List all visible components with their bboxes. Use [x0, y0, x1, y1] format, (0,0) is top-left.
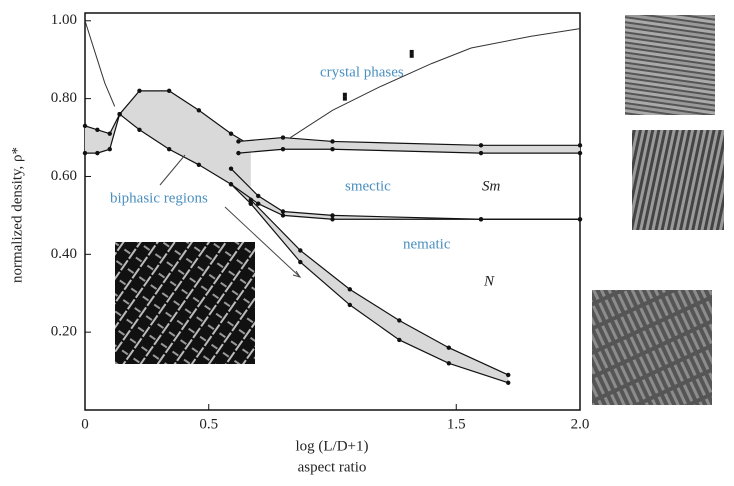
- x-tick-label: 0.5: [199, 416, 218, 432]
- arrows: [159, 154, 302, 278]
- data-point: [577, 217, 583, 222]
- data-point: [95, 150, 100, 156]
- y-tick-label: 1.00: [51, 12, 77, 28]
- y-tick-label: 0.40: [51, 246, 77, 262]
- x-tick-label: 2.0: [571, 416, 590, 432]
- data-point: [196, 162, 202, 167]
- data-point: [236, 139, 241, 144]
- data-point: [228, 166, 234, 171]
- annotation: biphasic regions: [110, 190, 208, 206]
- data-point: [256, 193, 261, 199]
- data-point: [82, 123, 88, 129]
- x-tick-label: 0: [81, 416, 89, 432]
- band-lower: [85, 114, 121, 154]
- data-point: [117, 111, 122, 117]
- annotation: crystal phases: [320, 64, 404, 80]
- data-point: [82, 150, 88, 156]
- annotation: Sm: [482, 178, 501, 194]
- boundary-line: [84, 20, 116, 107]
- crystal-point: [409, 53, 414, 58]
- data-point: [298, 248, 303, 253]
- data-point: [280, 209, 286, 214]
- data-point: [330, 217, 335, 222]
- x-axis-label: aspect ratio: [298, 459, 367, 475]
- x-axis-label: log (L/D+1): [295, 438, 368, 454]
- y-tick-label: 0.80: [51, 90, 77, 106]
- data-point: [166, 88, 172, 94]
- data-point: [137, 127, 142, 132]
- data-point: [228, 131, 234, 136]
- data-point: [330, 139, 335, 144]
- nematic-image: [592, 290, 712, 405]
- band-lower: [230, 183, 580, 220]
- band-upper: [250, 199, 509, 376]
- data-point: [577, 143, 583, 148]
- crystal-image: [625, 15, 715, 115]
- data-point: [397, 318, 402, 323]
- data-point: [478, 150, 484, 156]
- x-tick-label: 1.5: [447, 416, 466, 432]
- data-point: [347, 287, 353, 292]
- band-upper: [84, 113, 121, 135]
- data-point: [236, 150, 241, 156]
- band-upper: [119, 90, 252, 146]
- y-tick-label: 0.20: [51, 324, 77, 340]
- smectic-image: [632, 130, 724, 230]
- data-point: [196, 108, 202, 113]
- crystal-point: [409, 49, 414, 54]
- data-point: [137, 88, 142, 94]
- data-point: [397, 337, 402, 343]
- data-point: [506, 380, 511, 385]
- data-point: [330, 147, 335, 152]
- band-lower: [250, 203, 509, 384]
- annotation: nematic: [403, 236, 451, 252]
- plot-frame: [84, 12, 581, 411]
- data-point: [95, 127, 100, 132]
- isotropic-image: [115, 242, 255, 364]
- data-point: [446, 361, 452, 366]
- crystal-point: [342, 96, 347, 101]
- data-point: [577, 150, 583, 156]
- annotation: N: [483, 273, 495, 289]
- data-point: [107, 147, 112, 152]
- data-point: [166, 147, 172, 152]
- data-point: [248, 197, 254, 203]
- data-point: [228, 182, 234, 187]
- plot-area: [82, 20, 583, 385]
- data-point: [280, 135, 286, 140]
- data-point: [256, 201, 261, 206]
- data-point: [280, 213, 286, 218]
- data-point: [478, 217, 484, 222]
- crystal-point: [342, 92, 347, 97]
- data-point: [446, 345, 452, 350]
- annotation: smectic: [345, 178, 391, 194]
- data-point: [347, 302, 353, 308]
- data-point: [280, 147, 286, 152]
- data-point: [107, 131, 112, 136]
- data-point: [478, 143, 484, 148]
- y-axis-label: normalized density, ρ*: [9, 147, 25, 283]
- boundary-line: [290, 28, 581, 138]
- data-point: [506, 372, 511, 378]
- data-point: [298, 259, 303, 265]
- biphasic-band: [119, 90, 251, 204]
- band-lower: [119, 113, 252, 205]
- data-point: [248, 201, 254, 206]
- data-point: [330, 213, 335, 218]
- y-tick-label: 0.60: [51, 168, 77, 184]
- biphasic-band: [250, 199, 509, 383]
